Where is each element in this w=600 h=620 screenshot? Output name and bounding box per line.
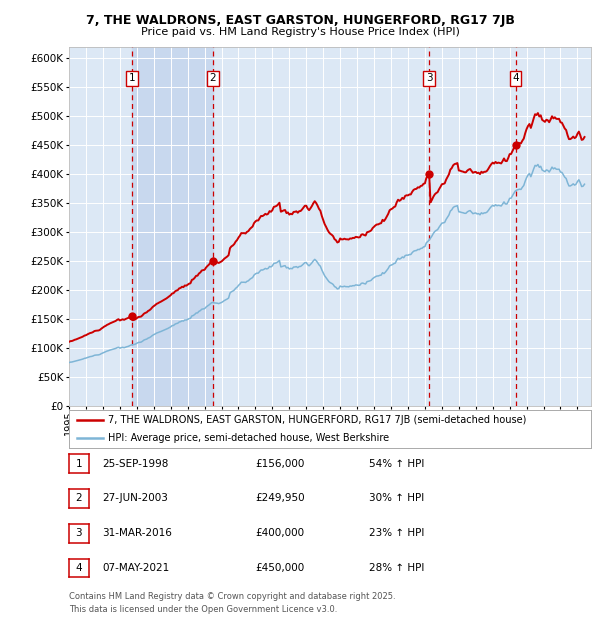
Text: 2: 2 [209,73,216,84]
Text: Price paid vs. HM Land Registry's House Price Index (HPI): Price paid vs. HM Land Registry's House … [140,27,460,37]
Text: 7, THE WALDRONS, EAST GARSTON, HUNGERFORD, RG17 7JB: 7, THE WALDRONS, EAST GARSTON, HUNGERFOR… [86,14,514,27]
Text: 54% ↑ HPI: 54% ↑ HPI [369,459,424,469]
Text: 28% ↑ HPI: 28% ↑ HPI [369,563,424,573]
Text: £400,000: £400,000 [255,528,304,538]
Text: 31-MAR-2016: 31-MAR-2016 [102,528,172,538]
Text: 3: 3 [76,528,82,538]
Text: 30% ↑ HPI: 30% ↑ HPI [369,494,424,503]
Text: £450,000: £450,000 [255,563,304,573]
Text: 3: 3 [426,73,433,84]
Text: 4: 4 [76,563,82,573]
Text: 2: 2 [76,494,82,503]
Text: 4: 4 [512,73,519,84]
Text: Contains HM Land Registry data © Crown copyright and database right 2025.
This d: Contains HM Land Registry data © Crown c… [69,592,395,614]
Text: 1: 1 [76,459,82,469]
Text: 27-JUN-2003: 27-JUN-2003 [102,494,168,503]
Text: HPI: Average price, semi-detached house, West Berkshire: HPI: Average price, semi-detached house,… [108,433,389,443]
Text: £156,000: £156,000 [255,459,304,469]
Text: 23% ↑ HPI: 23% ↑ HPI [369,528,424,538]
Text: 7, THE WALDRONS, EAST GARSTON, HUNGERFORD, RG17 7JB (semi-detached house): 7, THE WALDRONS, EAST GARSTON, HUNGERFOR… [108,415,527,425]
Text: £249,950: £249,950 [255,494,305,503]
Bar [132,46,213,406]
Text: 25-SEP-1998: 25-SEP-1998 [102,459,169,469]
Text: 1: 1 [129,73,136,84]
Text: 07-MAY-2021: 07-MAY-2021 [102,563,169,573]
